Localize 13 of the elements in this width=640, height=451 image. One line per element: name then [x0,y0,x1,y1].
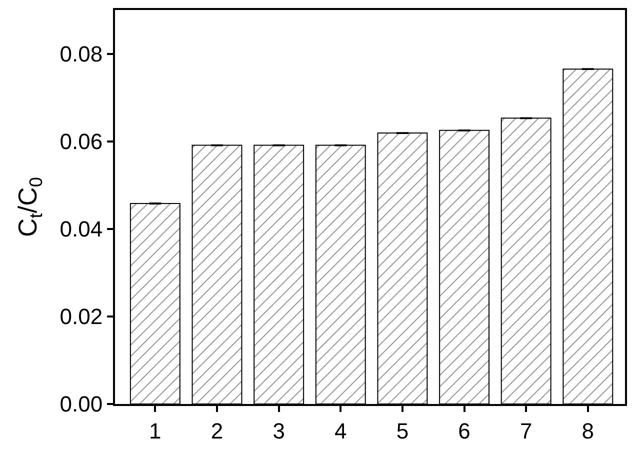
x-tick-label: 6 [458,418,470,444]
x-tick-label: 7 [520,418,532,444]
x-tick-label: 3 [272,418,285,444]
y-tick-label: 0.08 [60,41,103,66]
x-tick-label: 4 [334,418,347,444]
y-tick-label: 0.06 [60,129,103,154]
x-tick-label: 2 [210,418,224,444]
x-tick-label: 5 [396,418,409,444]
x-tick-label: 1 [149,418,162,444]
y-tick-label: 0.00 [60,392,103,417]
x-tick-label: 8 [582,418,594,444]
y-tick-label: 0.02 [60,304,103,330]
y-tick-label: 0.04 [60,216,103,242]
